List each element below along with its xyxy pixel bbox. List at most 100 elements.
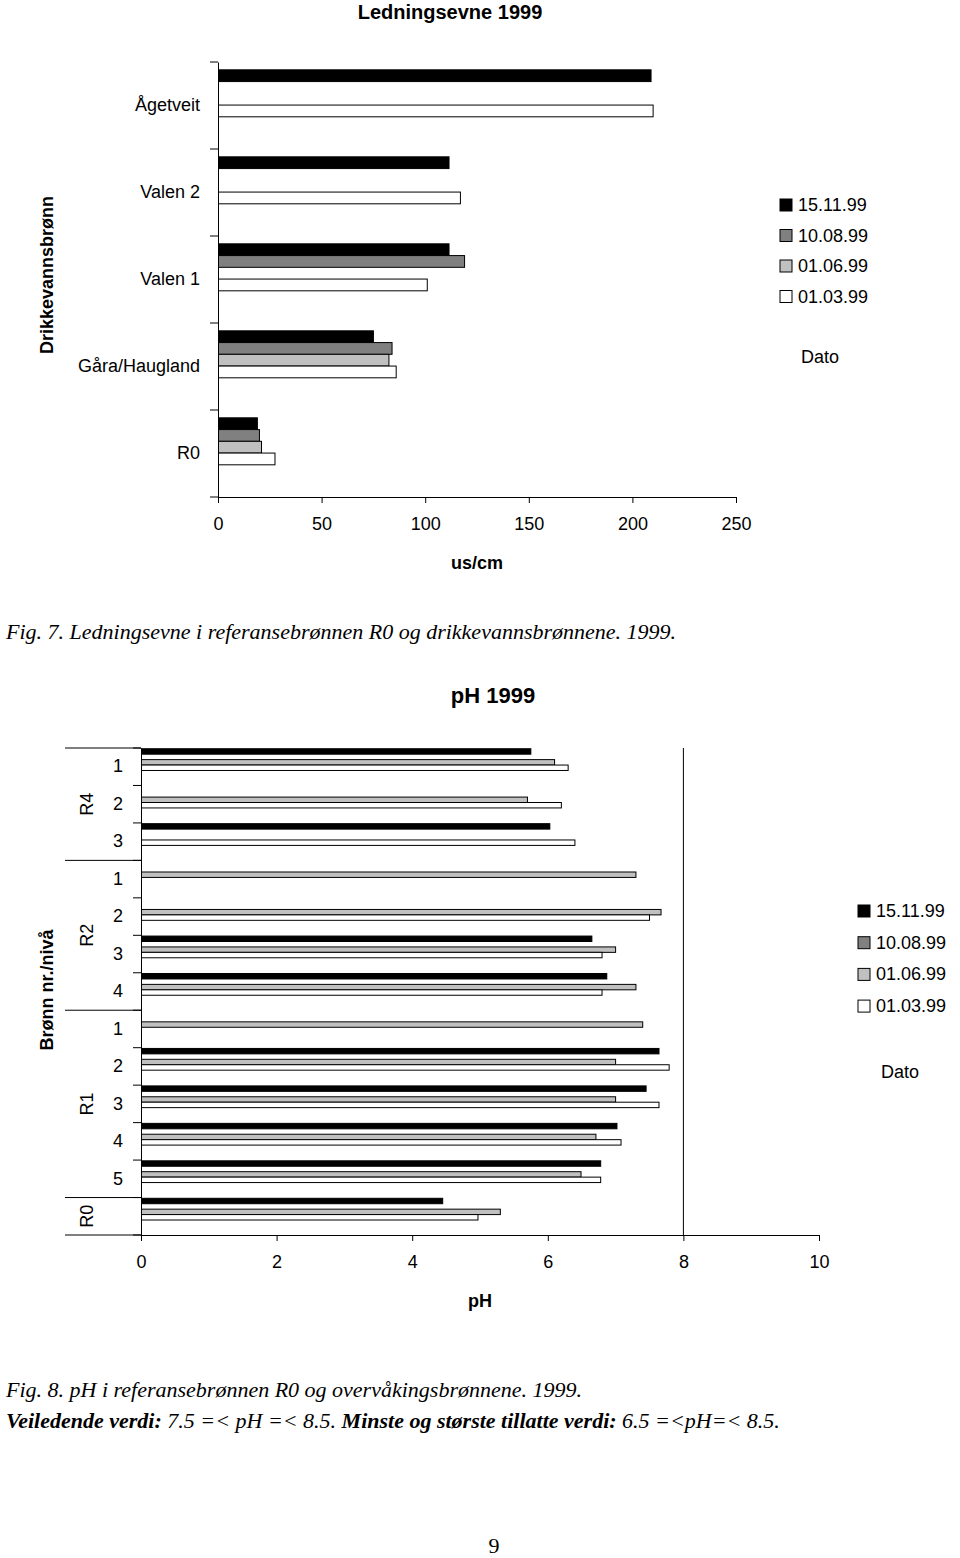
y-axis-title: Brønn nr./nivå <box>37 929 57 1051</box>
legend-title: Dato <box>801 347 839 367</box>
legend-label: 15.11.99 <box>798 195 867 215</box>
legend-label: 10.08.99 <box>798 226 868 246</box>
x-tick-mark <box>425 497 426 503</box>
bar <box>218 453 275 465</box>
y-axis-line <box>218 63 219 498</box>
y-tick-label: Valen 2 <box>140 182 200 202</box>
legend: 15.11.9910.08.9901.06.9901.03.99Dato <box>858 901 946 1082</box>
y-tick-label: 1 <box>113 756 123 776</box>
x-tick: 100 <box>411 497 441 534</box>
x-tick: 50 <box>312 497 332 534</box>
x-tick-mark <box>529 497 530 503</box>
group-label: R1 <box>77 1092 97 1115</box>
category-separator <box>133 1085 141 1086</box>
bar <box>141 749 531 754</box>
x-tick-label: 100 <box>411 514 441 534</box>
category-separator <box>210 62 218 63</box>
bar <box>141 1022 643 1027</box>
chart: Ledningsevne 1999050100150200250Ågetveit… <box>37 1 868 573</box>
bar <box>141 765 568 770</box>
y-tick-label: 2 <box>113 794 123 814</box>
bar <box>141 909 661 914</box>
chart-title: pH 1999 <box>451 683 535 708</box>
legend-swatch <box>780 260 792 272</box>
y-tick: 1 <box>113 869 141 889</box>
x-tick-mark <box>277 1235 278 1241</box>
x-tick: 4 <box>408 1235 418 1272</box>
legend-swatch <box>858 1000 870 1012</box>
bar <box>141 1097 616 1102</box>
bar <box>218 157 449 169</box>
group-separator <box>65 860 141 861</box>
category-separator <box>210 497 218 498</box>
y-axis: Ågetveit Valen 2 Valen 1 Gåra/Haugland R0 <box>78 63 219 498</box>
x-axis: 0 50 100 150 200 250 <box>213 497 751 534</box>
y-tick: Gåra/Haugland <box>78 356 218 376</box>
x-tick-mark <box>683 1235 684 1241</box>
bar <box>141 803 561 808</box>
y-tick-label: 5 <box>113 1169 123 1189</box>
x-tick-label: 2 <box>272 1252 282 1272</box>
bar <box>218 70 651 82</box>
y-tick-label: 3 <box>113 1094 123 1114</box>
y-tick: 3 <box>113 831 141 851</box>
x-axis: 0246810 <box>136 1235 829 1272</box>
x-tick-mark <box>736 497 737 503</box>
bar <box>141 824 550 829</box>
bar <box>141 984 636 989</box>
bar <box>141 872 636 877</box>
note-segment: 7.5 =< pH =< 8.5. <box>162 1408 342 1433</box>
x-tick-mark <box>141 1235 142 1241</box>
y-tick: 3 <box>113 1094 141 1114</box>
bar <box>141 947 616 952</box>
bar <box>218 256 465 268</box>
y-tick-label: 3 <box>113 944 123 964</box>
bar <box>141 952 602 957</box>
x-tick: 0 <box>136 1235 146 1272</box>
y-axis-line <box>141 749 142 1236</box>
category-separator <box>133 785 141 786</box>
bar <box>218 192 460 204</box>
bar <box>141 936 592 941</box>
y-tick-label: 1 <box>113 1019 123 1039</box>
x-axis-line <box>142 1236 820 1242</box>
x-tick-label: 0 <box>213 514 223 534</box>
bar <box>141 1161 601 1166</box>
group-separator <box>65 1010 141 1011</box>
y-tick-label: 2 <box>113 906 123 926</box>
bar <box>218 354 389 366</box>
y-tick-label: R0 <box>177 443 200 463</box>
x-tick-label: 150 <box>514 514 544 534</box>
y-tick-label: 2 <box>113 1056 123 1076</box>
x-tick-mark <box>412 1235 413 1241</box>
category-separator <box>210 410 218 411</box>
x-tick: 6 <box>543 1235 553 1272</box>
note-segment: Veiledende verdi: <box>6 1408 162 1433</box>
y-tick: 2 <box>113 906 141 926</box>
y-tick: Valen 1 <box>140 269 218 289</box>
x-tick: 200 <box>618 497 648 534</box>
x-tick-label: 10 <box>809 1252 829 1272</box>
y-axis: 123123412345 <box>113 749 142 1236</box>
x-axis-line <box>219 498 737 504</box>
group-label: R0 <box>77 1205 97 1228</box>
y-tick: 2 <box>113 794 141 814</box>
legend-label: 01.06.99 <box>798 256 868 276</box>
y-tick: 2 <box>113 1056 141 1076</box>
group-label: R4 <box>77 793 97 816</box>
reference-line <box>683 748 684 1235</box>
legend-label: 10.08.99 <box>876 933 946 953</box>
category-separator <box>133 1122 141 1123</box>
bar <box>141 1102 659 1107</box>
x-tick: 10 <box>809 1235 829 1272</box>
y-tick: R0 <box>177 443 218 463</box>
bar <box>141 990 602 995</box>
bar <box>218 105 653 117</box>
bar <box>141 974 607 979</box>
bar <box>141 1198 443 1203</box>
bar <box>141 1123 617 1128</box>
x-tick-label: 250 <box>721 514 751 534</box>
y-tick: Ågetveit <box>135 95 218 115</box>
bar <box>218 366 396 378</box>
category-separator <box>133 822 141 823</box>
